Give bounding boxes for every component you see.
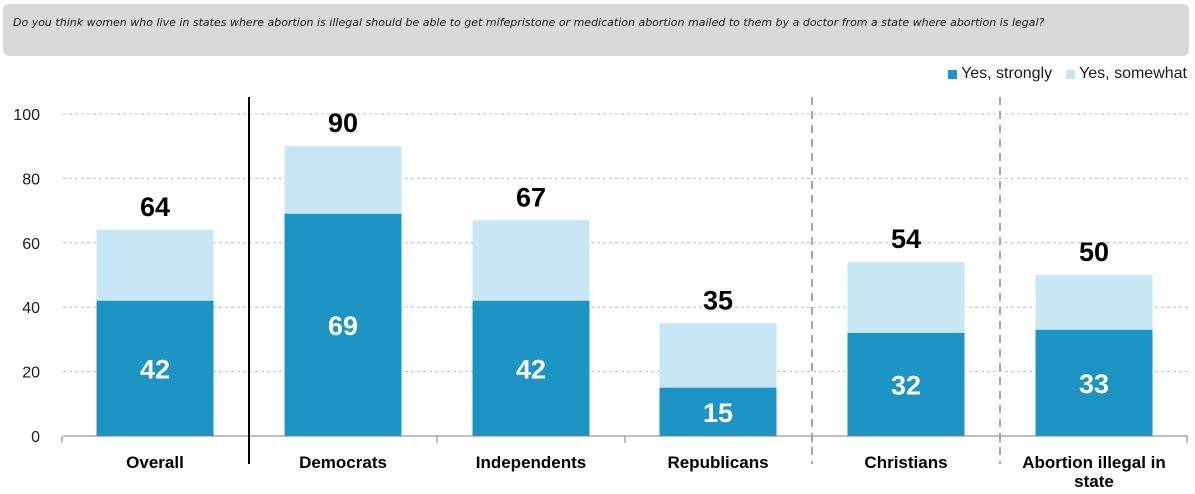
legend-item-somewhat: Yes, somewhat — [1066, 65, 1187, 83]
bar-strongly — [284, 213, 402, 436]
legend-swatch-strongly — [948, 69, 958, 79]
data-label-strongly: 42 — [140, 354, 170, 384]
bar-strongly — [1035, 329, 1153, 436]
y-tick-label: 100 — [13, 107, 40, 124]
y-tick-label: 60 — [22, 236, 40, 253]
data-label-total: 35 — [703, 285, 733, 315]
legend-item-strongly: Yes, strongly — [948, 65, 1052, 83]
y-tick-label: 20 — [22, 365, 40, 382]
bar-somewhat — [847, 262, 965, 333]
bar-somewhat — [1035, 275, 1153, 330]
x-tick-label: Democrats — [299, 453, 387, 472]
data-label-strongly: 69 — [328, 311, 358, 341]
bar-strongly — [659, 387, 777, 436]
x-tick-label: Independents — [476, 453, 587, 472]
bar-somewhat — [96, 229, 214, 301]
y-tick-label: 80 — [22, 171, 40, 188]
y-tick-label: 40 — [22, 300, 40, 317]
data-label-strongly: 33 — [1079, 369, 1109, 399]
y-tick-label: 0 — [31, 429, 40, 446]
question-text: Do you think women who live in states wh… — [13, 16, 1045, 29]
x-tick-label: Overall — [126, 453, 184, 472]
data-label-strongly: 32 — [891, 370, 921, 400]
bar-somewhat — [284, 146, 402, 214]
legend-swatch-somewhat — [1066, 69, 1076, 79]
bar-strongly — [847, 332, 965, 436]
data-label-total: 90 — [328, 108, 358, 138]
bar-strongly — [96, 300, 214, 436]
data-label-total: 64 — [140, 192, 170, 222]
data-label-strongly: 42 — [516, 354, 546, 384]
data-label-total: 67 — [516, 182, 546, 212]
data-label-total: 50 — [1079, 237, 1109, 267]
legend: Yes, strongly Yes, somewhat — [948, 65, 1187, 83]
legend-label-strongly: Yes, strongly — [961, 65, 1053, 82]
x-tick-label: Abortion illegal in state — [1022, 453, 1166, 491]
x-tick-label: Christians — [864, 453, 947, 472]
x-tick-label: Republicans — [667, 453, 768, 472]
bar-somewhat — [472, 220, 590, 301]
bar-strongly — [472, 300, 590, 436]
bar-somewhat — [659, 323, 777, 388]
question-box: Do you think women who live in states wh… — [3, 4, 1189, 56]
data-label-strongly: 15 — [703, 398, 733, 428]
legend-label-somewhat: Yes, somewhat — [1079, 65, 1187, 82]
data-label-total: 54 — [891, 224, 921, 254]
